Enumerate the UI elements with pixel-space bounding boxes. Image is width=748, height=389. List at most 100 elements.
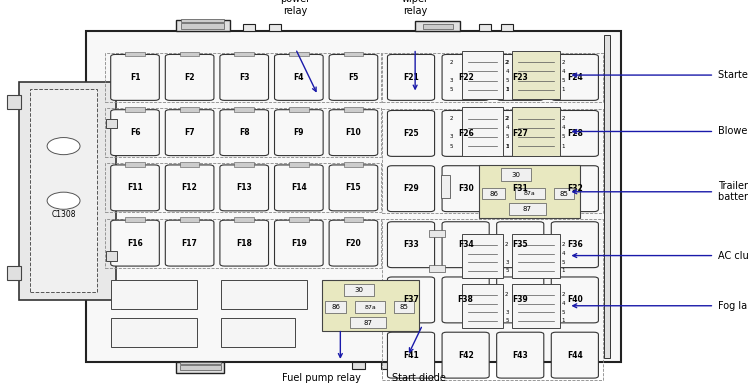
Bar bbox=[382, 109, 603, 213]
Text: F12: F12 bbox=[182, 183, 197, 193]
Bar bbox=[479, 165, 580, 218]
FancyBboxPatch shape bbox=[387, 54, 435, 100]
Text: 30: 30 bbox=[512, 172, 521, 178]
FancyBboxPatch shape bbox=[220, 110, 269, 156]
Bar bbox=[604, 35, 610, 358]
Bar bbox=[441, 175, 450, 198]
Text: 1: 1 bbox=[562, 319, 565, 323]
Text: F13: F13 bbox=[236, 183, 252, 193]
Bar bbox=[180, 107, 199, 112]
FancyBboxPatch shape bbox=[497, 54, 544, 100]
Bar bbox=[111, 280, 197, 309]
Text: 85: 85 bbox=[560, 191, 568, 196]
Text: 2: 2 bbox=[505, 242, 509, 247]
Text: F31: F31 bbox=[512, 184, 528, 193]
FancyBboxPatch shape bbox=[165, 54, 214, 100]
FancyBboxPatch shape bbox=[220, 220, 269, 266]
Bar bbox=[501, 24, 513, 31]
Text: 85: 85 bbox=[399, 304, 408, 310]
Bar bbox=[106, 251, 117, 261]
Bar bbox=[382, 219, 603, 380]
Bar bbox=[501, 168, 531, 181]
Circle shape bbox=[47, 138, 80, 155]
Text: C1308: C1308 bbox=[52, 210, 76, 219]
Bar bbox=[509, 203, 546, 215]
Text: 30: 30 bbox=[355, 287, 364, 293]
Text: F30: F30 bbox=[458, 184, 473, 193]
Text: 2: 2 bbox=[450, 116, 453, 121]
Text: Start diode: Start diode bbox=[392, 373, 446, 383]
Text: F35: F35 bbox=[512, 240, 528, 249]
Bar bbox=[462, 234, 503, 278]
Text: 4: 4 bbox=[562, 301, 565, 306]
Bar bbox=[125, 162, 144, 167]
Text: F18: F18 bbox=[236, 238, 252, 248]
Text: F6: F6 bbox=[129, 128, 141, 137]
FancyBboxPatch shape bbox=[387, 277, 435, 323]
FancyBboxPatch shape bbox=[387, 166, 435, 212]
Bar bbox=[289, 162, 309, 167]
Text: 5: 5 bbox=[450, 88, 453, 92]
Text: F28: F28 bbox=[567, 129, 583, 138]
Bar bbox=[176, 362, 224, 373]
Text: F25: F25 bbox=[403, 129, 419, 138]
FancyBboxPatch shape bbox=[111, 54, 159, 100]
FancyBboxPatch shape bbox=[220, 165, 269, 211]
Text: 1: 1 bbox=[562, 144, 565, 149]
Text: 5: 5 bbox=[505, 268, 509, 273]
Bar bbox=[462, 107, 503, 156]
Text: 3: 3 bbox=[450, 135, 453, 139]
Text: F34: F34 bbox=[458, 240, 473, 249]
Bar bbox=[343, 162, 364, 167]
Text: F43: F43 bbox=[512, 350, 528, 360]
Bar bbox=[105, 163, 381, 212]
Bar bbox=[111, 318, 197, 347]
Text: 4: 4 bbox=[506, 125, 509, 130]
Text: 3: 3 bbox=[505, 144, 509, 149]
Bar bbox=[415, 21, 460, 31]
Bar bbox=[181, 23, 224, 29]
Text: F23: F23 bbox=[512, 73, 528, 82]
Text: 1: 1 bbox=[562, 268, 565, 273]
Bar bbox=[234, 162, 254, 167]
Bar bbox=[462, 51, 503, 99]
FancyBboxPatch shape bbox=[275, 165, 323, 211]
Bar bbox=[381, 362, 395, 369]
Text: 4: 4 bbox=[506, 69, 509, 74]
Bar bbox=[234, 217, 254, 222]
Text: Trailer tow relay,
battery charge: Trailer tow relay, battery charge bbox=[718, 181, 748, 202]
Text: 4: 4 bbox=[562, 125, 565, 130]
FancyBboxPatch shape bbox=[387, 222, 435, 268]
FancyBboxPatch shape bbox=[329, 220, 378, 266]
Text: F29: F29 bbox=[403, 184, 419, 193]
Bar bbox=[355, 301, 385, 313]
Text: Fog lamp relay: Fog lamp relay bbox=[718, 301, 748, 311]
Bar bbox=[180, 162, 199, 167]
Bar bbox=[176, 20, 230, 31]
FancyBboxPatch shape bbox=[329, 165, 378, 211]
FancyBboxPatch shape bbox=[442, 222, 489, 268]
Text: 2: 2 bbox=[450, 60, 453, 65]
Text: F5: F5 bbox=[349, 73, 358, 82]
Text: 5: 5 bbox=[450, 144, 453, 149]
Bar bbox=[180, 217, 199, 222]
FancyBboxPatch shape bbox=[551, 332, 598, 378]
Bar bbox=[7, 266, 21, 280]
Text: 86: 86 bbox=[489, 191, 498, 196]
Bar bbox=[429, 230, 445, 237]
Text: Blower motor relay: Blower motor relay bbox=[718, 126, 748, 137]
Bar bbox=[221, 280, 307, 309]
FancyBboxPatch shape bbox=[551, 110, 598, 156]
Bar bbox=[325, 301, 346, 313]
Text: 2: 2 bbox=[562, 60, 565, 65]
FancyBboxPatch shape bbox=[275, 220, 323, 266]
Text: 2: 2 bbox=[505, 116, 509, 121]
Bar bbox=[343, 217, 364, 222]
Bar bbox=[106, 119, 117, 128]
Bar bbox=[180, 52, 199, 56]
Bar bbox=[512, 234, 560, 278]
Text: F22: F22 bbox=[458, 73, 473, 82]
FancyBboxPatch shape bbox=[497, 110, 544, 156]
Text: F42: F42 bbox=[458, 350, 473, 360]
Text: F36: F36 bbox=[567, 240, 583, 249]
